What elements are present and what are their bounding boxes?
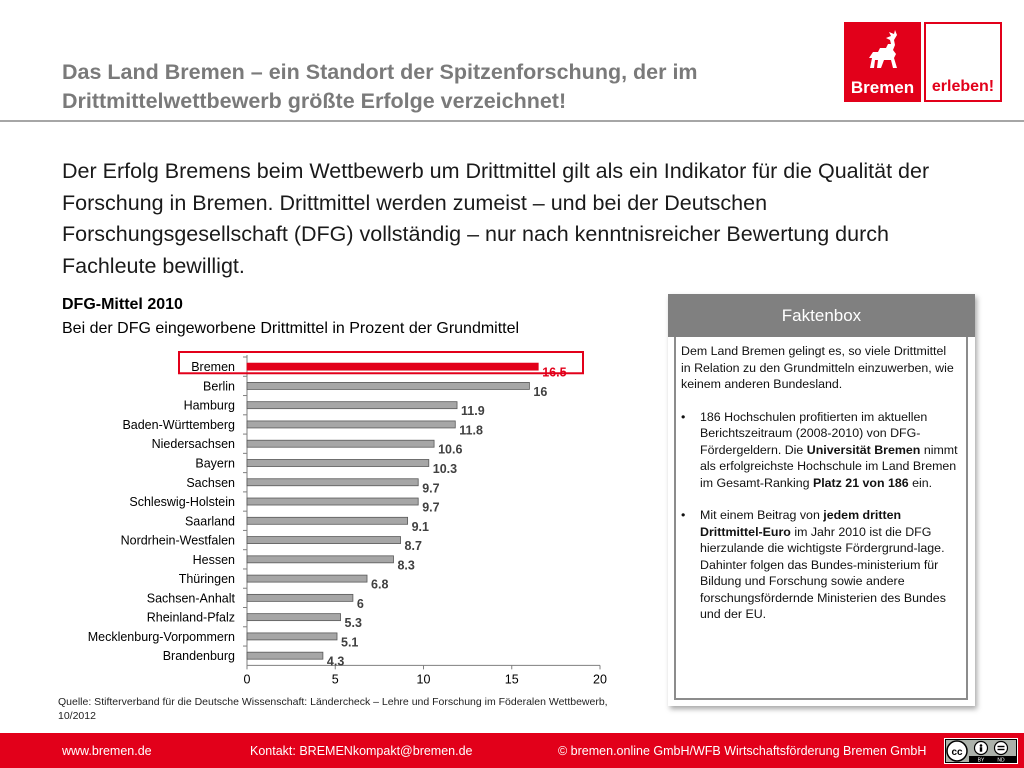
value-label-9: 8.7 [405,539,422,553]
bullet2-share: jedem dritten Drittmittel-Euro [700,508,902,539]
bar-13 [246,613,341,622]
source-note: Quelle: Stifterverband für die Deutsche … [58,696,608,722]
logo-word-erleben: erleben! [931,78,995,95]
bullet2-text-a: Mit einem Beitrag von [700,508,824,522]
bullet1-university-name: Universität Bremen [806,442,921,457]
value-label-13: 5.3 [345,616,362,630]
footer-website-link[interactable]: www.bremen.de [62,744,152,758]
x-tick-label-0: 0 [244,672,251,686]
bar-11 [246,574,368,583]
bremen-erleben-logo[interactable]: Bremen erleben! [844,22,1002,102]
bullet1-text-a: 186 Hochschulen profitierten im aktuelle… [700,409,928,457]
value-label-15: 4.3 [327,655,344,669]
bar-2 [246,401,458,410]
category-label-15: Brandenburg [163,649,235,663]
value-label-2: 11.9 [461,404,485,418]
cc-by-label: BY [978,758,985,764]
factbox-intro: Dem Land Bremen gelingt es, so viele Dri… [681,344,954,391]
category-label-9: Nordrhein-Westfalen [121,534,235,548]
footer-contact-link[interactable]: Kontakt: BREMENkompakt@bremen.de [250,744,473,758]
bar-8 [246,516,409,525]
bar-9 [246,536,401,544]
x-tick-label-3: 15 [505,672,519,686]
page-title: Das Land Bremen – ein Standort der Spitz… [62,60,698,113]
chart-subtitle: Bei der DFG eingeworbene Drittmittel in … [62,320,520,337]
bar-12 [246,593,354,602]
category-label-12: Sachsen-Anhalt [147,591,236,605]
category-label-14: Mecklenburg-Vorpommern [88,630,235,644]
bar-10 [246,555,394,564]
logo-word-bremen: Bremen [850,78,915,97]
category-label-11: Thüringen [179,572,235,586]
svg-text:cc: cc [951,747,963,758]
category-label-10: Hessen [193,553,235,567]
category-label-6: Sachsen [186,476,235,490]
title-divider [0,120,1024,122]
bar-1 [246,382,530,390]
footer-copyright: © bremen.online GmbH/WFB Wirtschaftsförd… [558,744,927,758]
logo-left-panel: Bremen [844,22,921,102]
footer-bar: www.bremen.de Kontakt: BREMENkompakt@bre… [0,733,1024,768]
bar-0 [246,362,539,371]
category-label-0: Bremen [191,360,235,374]
bar-3 [246,420,456,429]
bullet1-text-c: nimmt als erfolgreichste Hochschule im L… [700,442,958,490]
town-musicians-icon [869,30,897,68]
category-label-5: Bayern [195,456,235,470]
value-label-3: 11.8 [459,423,483,437]
cc-nd-label: ND [997,758,1005,764]
bullet2-text-c: im Jahr 2010 ist die DFG hierzulande die… [700,524,946,622]
value-label-10: 8.3 [397,558,414,572]
bullet1-text-e: ein. [908,475,933,490]
factbox: Faktenbox Dem Land Bremen gelingt es, so… [668,294,975,706]
category-label-2: Hamburg [184,399,235,413]
bar-14 [246,632,338,641]
category-label-1: Berlin [203,379,235,393]
value-label-12: 6 [357,597,364,611]
factbox-bullet-university: 186 Hochschulen profitierten im aktuelle… [681,409,958,492]
factbox-body: Dem Land Bremen gelingt es, so viele Dri… [674,337,968,700]
bar-4 [246,439,435,448]
value-label-7: 9.7 [422,501,439,515]
chart-title: DFG-Mittel 2010 [62,296,183,313]
logo-right-panel: erleben! [924,22,1002,102]
value-label-8: 9.1 [412,520,429,534]
value-label-1: 16 [533,385,547,399]
bar-5 [246,459,430,467]
bar-6 [246,478,419,487]
x-tick-label-4: 20 [593,672,607,686]
category-label-7: Schleswig-Holstein [129,495,235,509]
value-label-5: 10.3 [433,462,457,476]
category-label-4: Niedersachsen [152,437,235,451]
bar-7 [246,497,419,506]
category-label-8: Saarland [185,514,235,528]
x-tick-label-2: 10 [417,672,431,686]
highlight-frame [178,351,584,375]
value-label-11: 6.8 [371,578,388,592]
value-label-14: 5.1 [341,635,358,649]
bar-15 [246,651,324,660]
cc-by-nd-icon[interactable]: cc BY ND [944,738,1018,764]
value-label-6: 9.7 [422,481,439,495]
category-label-3: Baden-Württemberg [122,418,235,432]
factbox-bullet-dfg: Mit einem Beitrag von jedem dritten Drit… [681,507,958,623]
x-tick-label-1: 5 [332,672,339,686]
bullet1-ranking: Platz 21 von 186 [812,475,909,490]
value-label-4: 10.6 [438,443,462,457]
factbox-title: Faktenbox [668,294,975,337]
category-label-13: Rheinland-Pfalz [147,611,235,625]
intro-paragraph: Der Erfolg Bremens beim Wettbewerb um Dr… [62,159,930,278]
